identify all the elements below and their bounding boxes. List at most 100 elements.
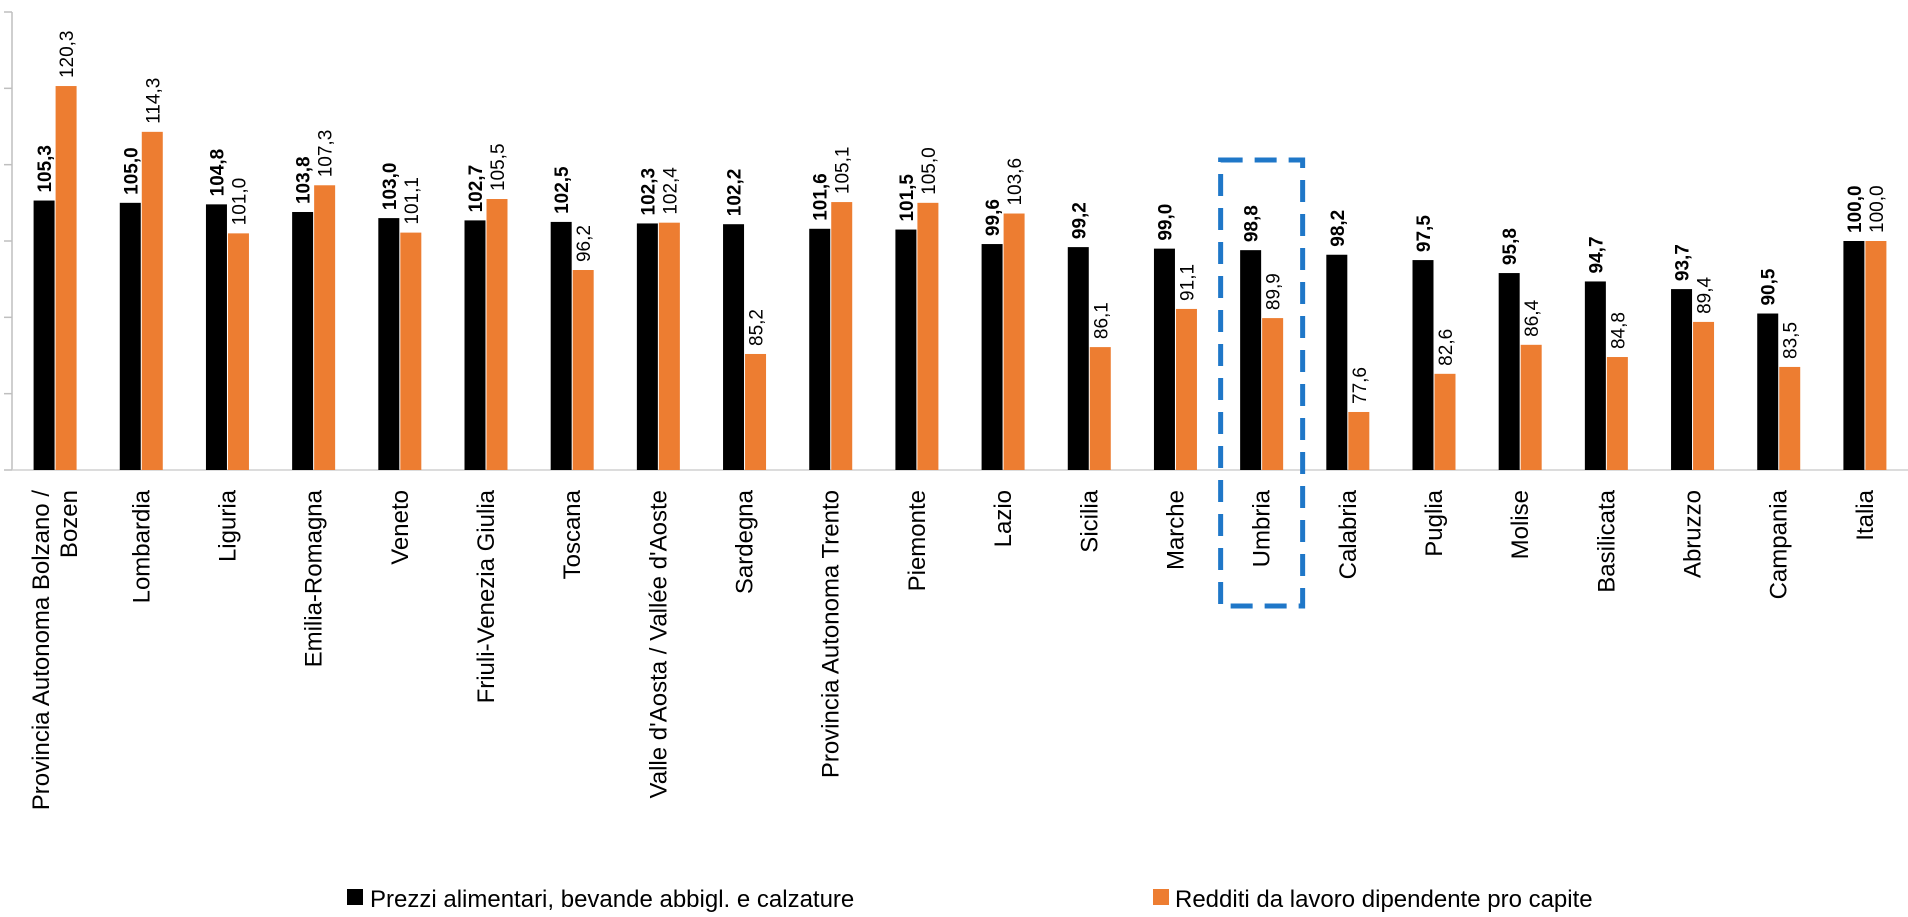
value-label-series-2: 102,4 — [660, 167, 681, 215]
bar-series-1 — [636, 223, 658, 470]
value-label-series-1: 98,8 — [1242, 205, 1263, 242]
bar-series-1 — [1671, 289, 1693, 470]
value-label-series-2: 82,6 — [1436, 329, 1457, 366]
legend: Prezzi alimentari, bevande abbigl. e cal… — [347, 886, 1593, 913]
bar-series-2 — [227, 233, 249, 470]
value-label-series-2: 120,3 — [57, 30, 78, 78]
bar-series-2 — [1779, 366, 1801, 470]
legend-label-series-1: Prezzi alimentari, bevande abbigl. e cal… — [370, 886, 854, 913]
category-label: Toscana — [559, 489, 586, 579]
bar-series-2 — [572, 270, 594, 470]
bar-series-1 — [292, 211, 314, 470]
category-label: Lombardia — [128, 489, 155, 603]
category-label: Emilia-Romagna — [301, 489, 328, 667]
bar-series-2 — [400, 232, 422, 470]
value-label-series-2: 91,1 — [1177, 264, 1198, 301]
category-label: Veneto — [387, 490, 414, 565]
category-label: Puglia — [1421, 489, 1448, 556]
value-label-series-2: 89,4 — [1695, 277, 1716, 314]
value-label-series-1: 103,0 — [380, 163, 401, 211]
category-label: Piemonte — [904, 490, 931, 591]
value-label-series-1: 90,5 — [1759, 268, 1780, 305]
category-label: Marche — [1162, 490, 1189, 570]
value-label-series-2: 114,3 — [143, 78, 164, 124]
value-label-series-1: 101,6 — [811, 173, 832, 221]
bar-series-2 — [1693, 321, 1715, 470]
bar-series-2 — [1865, 241, 1887, 470]
value-label-series-1: 101,5 — [897, 174, 918, 222]
category-label: Campania — [1766, 489, 1793, 599]
value-label-series-2: 89,9 — [1264, 273, 1285, 310]
value-label-series-2: 103,6 — [1005, 158, 1026, 206]
category-label: Calabria — [1335, 489, 1362, 579]
bar-series-1 — [1240, 250, 1262, 470]
value-label-series-2: 107,3 — [316, 130, 337, 178]
value-label-series-1: 97,5 — [1414, 215, 1435, 252]
value-label-series-1: 93,7 — [1673, 244, 1694, 281]
bar-series-2 — [1089, 347, 1111, 470]
bar-series-2 — [1348, 411, 1370, 470]
value-label-series-2: 96,2 — [574, 225, 595, 262]
category-label: Umbria — [1249, 489, 1276, 567]
bar-series-2 — [1606, 357, 1628, 470]
category-label: Sicilia — [1076, 489, 1103, 552]
highlight-group — [1218, 157, 1306, 609]
bar-series-2 — [745, 353, 767, 470]
value-label-series-1: 95,8 — [1500, 228, 1521, 265]
value-label-series-2: 85,2 — [747, 309, 768, 346]
bar-series-2 — [658, 222, 680, 470]
value-label-series-1: 99,2 — [1069, 202, 1090, 239]
bar-series-1 — [33, 200, 55, 470]
category-labels-group: Provincia Autonoma Bolzano /Bozen Lombard… — [28, 489, 1879, 810]
category-label: Basilicata — [1593, 489, 1620, 592]
category-label: Liguria — [214, 489, 241, 562]
legend-label-series-2: Redditi da lavoro dipendente pro capite — [1175, 886, 1593, 913]
category-label: Molise — [1507, 490, 1534, 559]
value-label-series-1: 105,0 — [121, 147, 142, 195]
value-label-series-2: 84,8 — [1608, 312, 1629, 349]
value-label-series-1: 102,2 — [725, 169, 746, 217]
bars-group — [33, 86, 1887, 471]
bar-series-1 — [1757, 313, 1779, 470]
value-label-series-2: 101,1 — [402, 177, 423, 225]
bar-series-2 — [1434, 373, 1456, 470]
bar-series-1 — [895, 229, 917, 470]
category-label: Provincia Autonoma Bolzano /Bozen — [28, 490, 83, 811]
value-label-series-1: 94,7 — [1586, 236, 1607, 273]
bar-series-1 — [119, 202, 141, 471]
bar-series-1 — [1498, 273, 1520, 470]
bar-series-1 — [1153, 248, 1175, 470]
category-label: Sardegna — [732, 489, 759, 594]
value-label-series-2: 105,1 — [833, 147, 854, 195]
category-label: Valle d'Aosta / Vallée d'Aoste — [645, 490, 672, 798]
bar-series-1 — [1843, 241, 1865, 470]
bar-series-2 — [141, 131, 163, 471]
bar-series-2 — [1003, 213, 1025, 470]
value-label-series-1: 102,7 — [466, 165, 487, 213]
value-label-series-2: 83,5 — [1781, 322, 1802, 359]
highlight-box — [1218, 157, 1306, 609]
bar-series-1 — [464, 220, 486, 470]
bar-series-2 — [1520, 344, 1542, 470]
value-label-series-1: 104,8 — [207, 149, 228, 197]
value-label-series-1: 105,3 — [35, 145, 56, 193]
value-label-series-2: 86,4 — [1522, 299, 1543, 336]
category-label: Friuli-Venezia Giulia — [473, 489, 500, 703]
bar-series-1 — [550, 221, 572, 470]
category-label: Abruzzo — [1680, 490, 1707, 578]
bar-series-1 — [1067, 247, 1089, 470]
bar-series-1 — [1584, 281, 1606, 470]
bar-series-1 — [378, 218, 400, 470]
bar-series-2 — [917, 202, 939, 471]
bar-series-2 — [314, 185, 336, 470]
bar-series-1 — [1326, 254, 1348, 470]
bar-series-2 — [55, 86, 77, 470]
bar-series-2 — [831, 202, 853, 470]
value-label-series-1: 99,6 — [983, 199, 1004, 236]
value-label-series-1: 102,5 — [552, 166, 573, 214]
bar-series-1 — [981, 244, 1003, 470]
bar-series-1 — [1412, 260, 1434, 470]
category-label: Italia — [1852, 489, 1879, 540]
